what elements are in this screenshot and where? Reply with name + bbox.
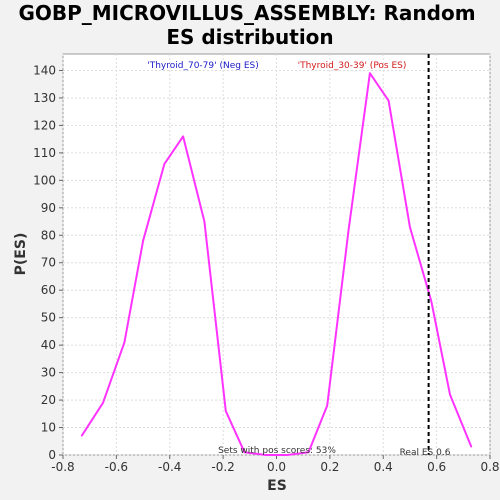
y-tick-label: 90 [41,201,56,215]
legend-pos-es: 'Thyroid_30-39' (Pos ES) [298,61,407,71]
pos-scores-annotation: Sets with pos scores: 53% [218,446,336,456]
data-point [430,300,433,302]
tick-layer: -0.8 -0.6 -0.4 -0.2 0.0 0.2 0.4 0.6 0.8 0 10 20 30 40… [33,63,499,474]
series-layer [80,72,473,456]
data-point [307,451,310,454]
data-point [80,434,83,437]
y-tick-label: 30 [41,366,56,380]
y-tick-label: 80 [41,228,56,242]
x-tick-label: 0.2 [320,460,339,474]
data-point [102,402,104,404]
y-tick-label: 120 [33,118,56,132]
data-point [142,239,144,242]
x-tick-label: 0.4 [374,460,393,474]
x-tick-label: -0.6 [105,460,128,474]
chart-title-line-2: ES distribution [166,25,333,49]
data-point [449,393,451,396]
data-point [369,72,371,75]
y-tick-label: 10 [41,421,56,435]
x-axis-label: ES [267,478,287,494]
chart-title-line-1: GOBP_MICROVILLUS_ASSEMBLY: Random [18,1,475,25]
data-point [123,341,126,344]
x-tick-label: -0.4 [158,460,181,474]
x-tick-label: -0.2 [211,460,234,474]
y-tick-label: 50 [41,311,56,325]
legend-neg-es: 'Thyroid_70-79' (Neg ES) [147,61,258,71]
data-point [347,228,350,231]
data-point [265,454,267,456]
y-tick-label: 40 [41,338,56,352]
data-point [387,99,390,102]
grid-layer [62,54,491,456]
es-distribution-line [80,72,473,456]
y-tick-label: 110 [33,146,56,160]
x-tick-label: 0.0 [267,460,286,474]
y-tick-label: 70 [41,256,56,270]
data-point [243,451,246,454]
real-es-label: Real ES 0.6 [400,448,451,458]
data-point [409,226,411,228]
data-point [224,410,227,412]
x-tick-label: 0.8 [480,460,499,474]
data-point [470,445,473,448]
y-tick-label: 100 [33,173,56,187]
data-point [182,135,184,138]
y-tick-label: 20 [41,393,56,407]
y-axis-label: P(ES) [13,233,29,276]
x-tick-label: 0.6 [427,460,446,474]
data-point [203,220,206,223]
x-tick-label: -0.8 [51,460,74,474]
data-point [286,454,288,456]
y-tick-label: 0 [48,448,56,462]
y-tick-label: 60 [41,283,56,297]
y-tick-label: 130 [33,91,56,105]
data-point [326,404,329,407]
y-tick-label: 140 [33,63,56,77]
data-point [163,163,166,165]
